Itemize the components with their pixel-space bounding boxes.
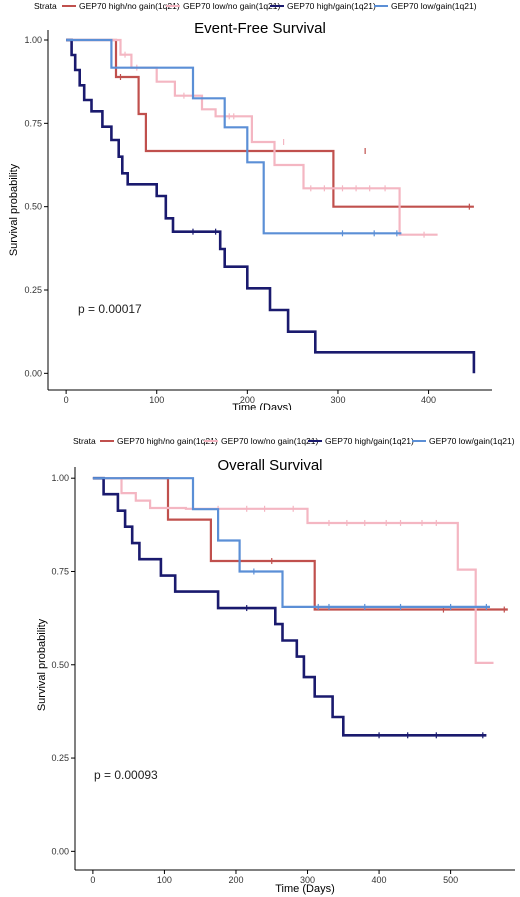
y-tick-label: 1.00 [24,35,42,45]
x-tick-label: 300 [300,875,315,885]
y-axis-title: Survival probability [8,163,20,256]
legend-label: GEP70 low/gain(1q21) [429,437,515,446]
legend-label: GEP70 high/gain(1q21) [325,437,414,446]
chart-title: Overall Survival [217,457,322,474]
legend-label: GEP70 low/no gain(1q21) [183,1,281,11]
legend-label: GEP70 low/gain(1q21) [391,1,477,11]
y-tick-label: 0.25 [24,285,42,295]
survival-curve-high-no-gain [92,477,508,611]
y-tick-label: 0.75 [24,118,42,128]
legend-title: Strata [73,437,96,446]
x-axis-title: Time (Days) [275,883,334,895]
x-tick-label: 300 [330,395,345,405]
y-tick-label: 0.00 [24,368,42,378]
plot-area: 0.00 0.25 0.50 0.75 1.00 0 100 200 300 400 500 [51,467,515,885]
legend: Strata GEP70 high/no gain(1q21) GEP70 low… [34,1,477,11]
y-tick-label: 0.75 [51,566,69,576]
legend-label: GEP70 low/no gain(1q21) [221,437,319,446]
x-tick-label: 400 [421,395,436,405]
legend: Strata GEP70 high/no gain(1q21) GEP70 low… [73,437,515,446]
survival-curve-low-no-gain [66,38,438,236]
survival-curve-high-no-gain [66,38,474,208]
y-tick-label: 0.25 [51,753,69,763]
survival-curve-low-no-gain [92,477,494,664]
survival-curve-high-gain [92,476,487,737]
x-tick-label: 0 [90,875,95,885]
y-axis-title: Survival probability [36,618,48,711]
y-tick-label: 1.00 [51,473,69,483]
x-tick-label: 200 [240,395,255,405]
event-free-survival-chart: Strata GEP70 high/no gain(1q21) GEP70 low… [8,1,492,410]
x-tick-label: 100 [149,395,164,405]
chart-title: Event-Free Survival [194,20,326,37]
x-tick-label: 0 [64,395,69,405]
p-value-label: p = 0.00093 [94,768,158,782]
x-tick-label: 100 [157,875,172,885]
survival-curve-low-gain [92,477,490,608]
x-tick-label: 500 [443,875,458,885]
y-tick-label: 0.50 [24,202,42,212]
y-tick-label: 0.00 [51,846,69,856]
p-value-label: p = 0.00017 [78,302,142,316]
x-axis-title: Time (Days) [232,402,291,410]
x-tick-label: 200 [228,875,243,885]
survival-curve-low-gain [66,38,402,235]
plot-area: 0.00 0.25 0.50 0.75 1.00 0 100 200 300 400 [24,30,492,405]
legend-title: Strata [34,1,57,11]
x-tick-label: 400 [372,875,387,885]
legend-label: GEP70 high/no gain(1q21) [117,437,218,446]
survival-curve-high-gain [66,38,476,374]
legend-label: GEP70 high/gain(1q21) [287,1,376,11]
y-tick-label: 0.50 [51,660,69,670]
overall-survival-chart: Strata GEP70 high/no gain(1q21) GEP70 low… [36,437,515,895]
legend-label: GEP70 high/no gain(1q21) [79,1,180,11]
